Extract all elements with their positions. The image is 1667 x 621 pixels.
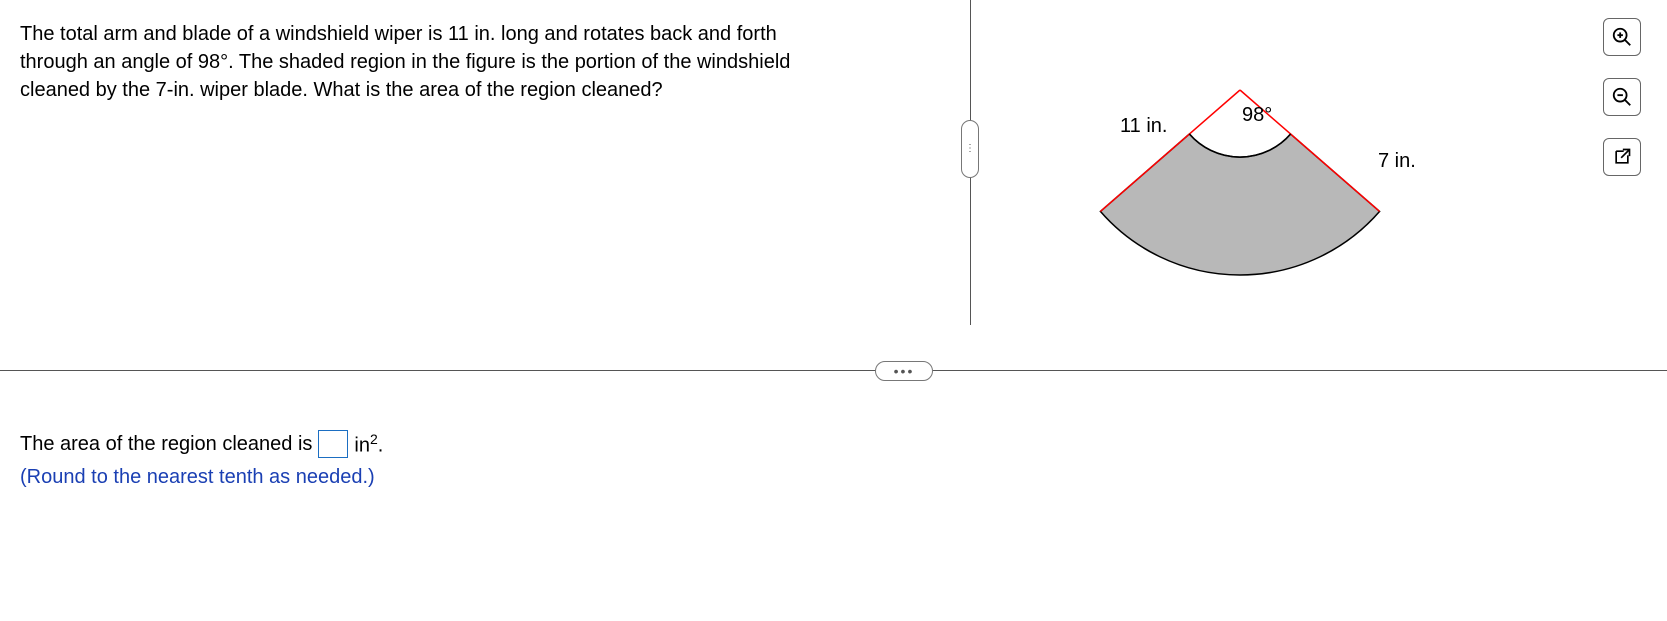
rounding-hint: (Round to the nearest tenth as needed.) (20, 466, 383, 489)
horizontal-splitter[interactable] (0, 370, 1667, 371)
question-text: The total arm and blade of a windshield … (20, 20, 850, 104)
answer-region: The area of the region cleaned is in2. (… (20, 430, 383, 489)
unit-base: in (354, 434, 370, 456)
shaded-annulus (1100, 134, 1379, 275)
figure-toolbar (1603, 18, 1643, 176)
zoom-in-button[interactable] (1603, 18, 1641, 56)
answer-prefix: The area of the region cleaned is (20, 433, 312, 456)
answer-suffix: . (378, 434, 384, 456)
zoom-out-button[interactable] (1603, 78, 1641, 116)
blade-label: 7 in. (1378, 150, 1416, 173)
unit-exponent: 2 (370, 431, 378, 447)
popout-icon (1612, 147, 1632, 167)
zoom-out-icon (1611, 86, 1633, 108)
figure: 11 in. 98° 7 in. (1000, 10, 1440, 310)
answer-input[interactable] (318, 430, 348, 458)
answer-unit: in2. (354, 431, 383, 458)
outer-radius-label: 11 in. (1120, 115, 1167, 138)
horizontal-splitter-handle[interactable]: ••• (875, 361, 933, 381)
wiper-sector-svg (1000, 10, 1440, 310)
zoom-in-icon (1611, 26, 1633, 48)
angle-label: 98° (1242, 104, 1272, 127)
vertical-splitter-handle[interactable]: ⋮ (961, 120, 979, 178)
popout-button[interactable] (1603, 138, 1641, 176)
